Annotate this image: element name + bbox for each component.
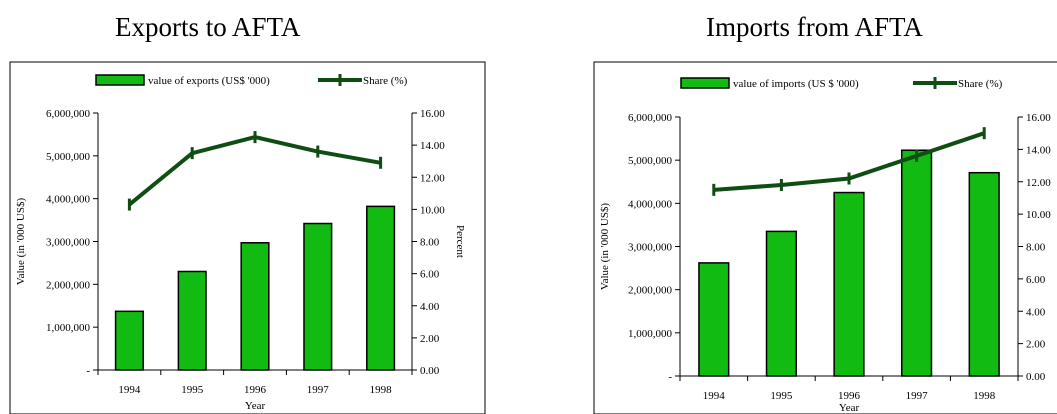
imports-x-axis-title: Year [839,402,860,414]
exports-bar-1996 [240,242,270,371]
imports-x-tick-label: 1994 [703,390,726,402]
exports-bar-1994 [114,310,144,371]
imports-x-tick-label: 1997 [906,390,929,402]
imports-chart-frame [593,61,1057,414]
imports-bar-1994 [698,262,730,377]
imports-left-tick-label: 5,000,000 [628,155,673,167]
exports-y2-axis-title: Percent [454,225,466,258]
exports-x-tick-label: 1998 [370,384,393,396]
imports-right-tick-label: 10.00 [1026,209,1051,221]
exports-right-tick-label: 14.00 [420,140,445,152]
imports-chart-title: Imports from AFTA [706,12,923,42]
exports-right-tick-label: 16.00 [420,108,445,120]
exports-bar-1995 [177,270,207,371]
exports-x-tick-label: 1994 [118,384,141,396]
exports-legend-line-label: Share (%) [363,75,408,87]
exports-x-axis-title: Year [245,400,266,412]
imports-x-tick-label: 1995 [770,390,793,402]
exports-bar-1998 [366,205,396,371]
exports-x-tick-label: 1997 [307,384,330,396]
imports-bar-1995 [765,230,798,377]
exports-legend-bar-label: value of exports (US$ '000) [148,75,270,87]
exports-left-tick-label: 2,000,000 [46,279,91,291]
exports-left-tick-label: 4,000,000 [46,194,91,206]
exports-left-tick-label: 5,000,000 [46,151,91,163]
imports-legend-line-label: Share (%) [958,78,1003,90]
exports-chart-frame [9,61,486,414]
imports-left-tick-label: - [668,371,672,383]
exports-right-tick-label: 4.00 [420,301,440,313]
exports-right-tick-label: 0.00 [420,365,440,377]
imports-left-tick-label: 1,000,000 [628,328,673,340]
imports-right-tick-label: 2.00 [1026,339,1046,351]
exports-left-tick-label: - [86,365,90,377]
imports-legend-bar-swatch [680,77,730,89]
exports-right-tick-label: 10.00 [420,204,445,216]
imports-legend-bar-label: value of imports (US $ '000) [733,78,859,90]
exports-right-tick-label: 2.00 [420,333,440,345]
imports-right-tick-label: 0.00 [1026,371,1046,383]
exports-left-tick-label: 3,000,000 [46,237,91,249]
imports-bar-1996 [833,191,865,377]
imports-left-tick-label: 6,000,000 [628,112,673,124]
imports-right-tick-label: 14.00 [1026,144,1051,156]
exports-bar-1997 [303,222,333,371]
imports-bar-1997 [900,149,933,377]
exports-left-tick-label: 1,000,000 [46,322,91,334]
imports-right-tick-label: 6.00 [1026,274,1046,286]
exports-y-axis-title: Value (in '000 US$) [15,198,27,286]
imports-left-tick-label: 3,000,000 [628,242,673,254]
imports-left-tick-label: 4,000,000 [628,198,673,210]
imports-x-tick-label: 1996 [838,390,861,402]
exports-chart-title: Exports to AFTA [115,12,301,42]
imports-x-tick-label: 1998 [973,390,996,402]
exports-x-tick-label: 1995 [181,384,204,396]
imports-right-tick-label: 12.00 [1026,177,1051,189]
imports-y-axis-title: Value (in '000 US$) [599,203,611,291]
exports-x-tick-label: 1996 [244,384,267,396]
exports-right-tick-label: 6.00 [420,269,440,281]
imports-right-tick-label: 8.00 [1026,242,1046,254]
imports-left-tick-label: 2,000,000 [628,285,673,297]
exports-right-tick-label: 12.00 [420,172,445,184]
imports-right-tick-label: 16.00 [1026,112,1051,124]
exports-legend-bar-swatch [95,74,145,86]
exports-right-tick-label: 8.00 [420,237,440,249]
imports-right-tick-label: 4.00 [1026,306,1046,318]
exports-left-tick-label: 6,000,000 [46,108,91,120]
imports-bar-1998 [968,171,1000,377]
